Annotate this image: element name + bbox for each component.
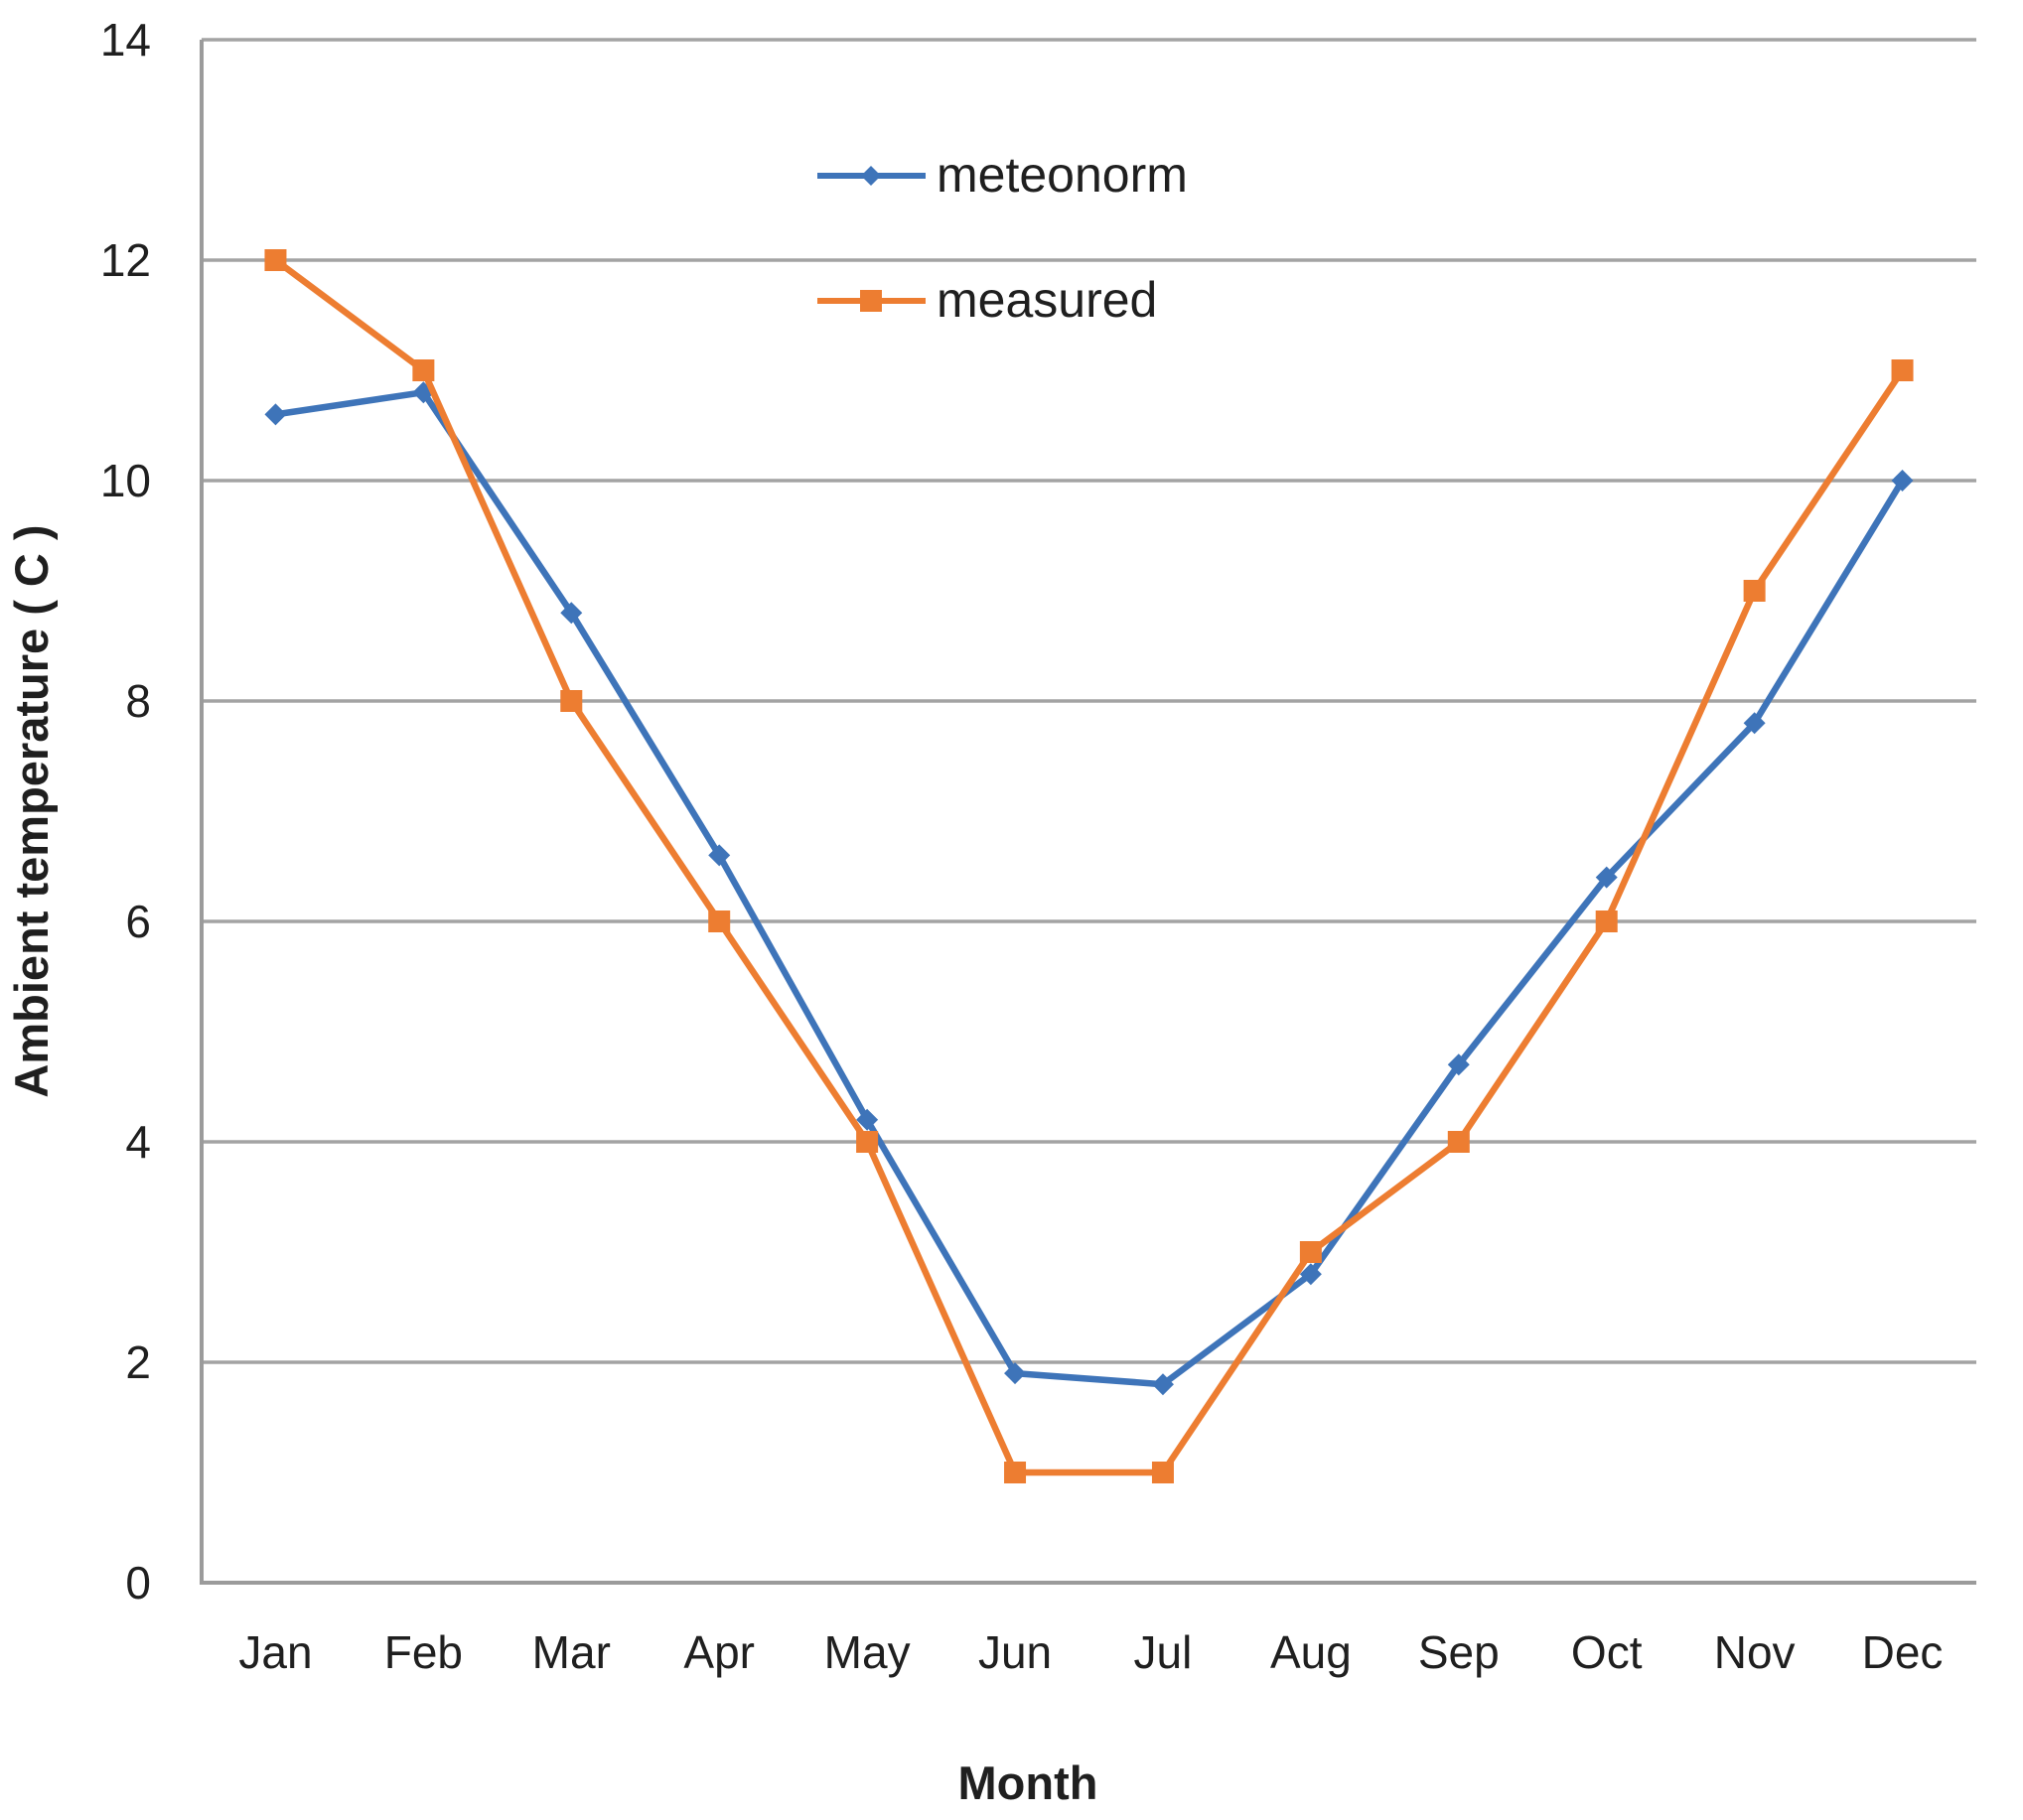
series-meteonorm: [264, 381, 1914, 1396]
x-tick-label: Nov: [1714, 1626, 1796, 1678]
data-point-meteonorm: [856, 1108, 879, 1131]
data-point-measured: [264, 249, 287, 271]
y-tick-label: 0: [125, 1557, 151, 1609]
data-series: [264, 249, 1914, 1483]
y-tick-label: 6: [125, 896, 151, 947]
data-point-measured: [1299, 1241, 1322, 1263]
y-tick-label: 14: [100, 14, 151, 66]
legend: meteonorm measured: [817, 147, 1188, 328]
data-point-measured: [560, 690, 583, 712]
x-axis-tick-labels: Jan Feb Mar Apr May Jun Jul Aug Sep Oct Nov Dec: [238, 1626, 1943, 1678]
x-axis-title: Month: [958, 1756, 1098, 1809]
data-point-measured: [1595, 910, 1618, 932]
x-tick-label: Dec: [1862, 1626, 1944, 1678]
data-point-measured: [1447, 1131, 1470, 1153]
x-tick-label: Feb: [384, 1626, 463, 1678]
legend-item-measured[interactable]: measured: [817, 272, 1157, 328]
data-point-meteonorm: [1891, 470, 1914, 491]
y-tick-label: 8: [125, 675, 151, 727]
series-measured: [264, 249, 1914, 1483]
data-point-measured: [1151, 1462, 1174, 1483]
x-tick-label: Apr: [683, 1626, 755, 1678]
data-point-meteonorm: [1004, 1362, 1027, 1385]
y-axis-title: Ambient temperature ( C ): [5, 524, 58, 1097]
axes: [200, 40, 1976, 1585]
data-point-meteonorm: [1447, 1053, 1470, 1076]
y-tick-label: 10: [100, 455, 151, 506]
series-line-measured: [272, 256, 1906, 1476]
data-point-measured: [856, 1131, 879, 1153]
data-point-meteonorm: [560, 602, 583, 625]
data-point-measured: [1743, 580, 1766, 602]
data-point-meteonorm: [1151, 1373, 1174, 1396]
data-point-meteonorm: [1595, 866, 1618, 889]
x-tick-label: Jan: [238, 1626, 312, 1678]
y-axis-tick-labels: 0 2 4 6 8 10 12 14: [100, 14, 151, 1609]
y-tick-label: 2: [125, 1336, 151, 1388]
data-point-meteonorm: [1743, 712, 1766, 735]
x-tick-label: Mar: [532, 1626, 611, 1678]
data-point-measured: [412, 359, 435, 381]
data-point-measured: [1004, 1462, 1027, 1483]
gridlines: [202, 38, 1976, 1364]
data-point-meteonorm: [1299, 1263, 1322, 1286]
x-tick-label: Jun: [978, 1626, 1052, 1678]
data-point-measured: [708, 910, 731, 932]
y-tick-label: 4: [125, 1116, 151, 1168]
x-tick-label: Jul: [1134, 1626, 1193, 1678]
legend-square-marker-icon: [860, 290, 882, 312]
data-point-meteonorm: [264, 403, 287, 426]
legend-diamond-marker-icon: [861, 166, 881, 186]
x-tick-label: Oct: [1571, 1626, 1643, 1678]
data-point-measured: [1891, 359, 1914, 381]
x-tick-label: May: [824, 1626, 911, 1678]
x-tick-label: Sep: [1418, 1626, 1500, 1678]
series-line-meteonorm: [272, 388, 1906, 1388]
legend-label-measured: measured: [937, 272, 1157, 328]
y-tick-label: 12: [100, 234, 151, 286]
legend-label-meteonorm: meteonorm: [937, 147, 1188, 203]
legend-item-meteonorm[interactable]: meteonorm: [817, 147, 1188, 203]
x-tick-label: Aug: [1270, 1626, 1352, 1678]
data-point-meteonorm: [708, 844, 731, 867]
